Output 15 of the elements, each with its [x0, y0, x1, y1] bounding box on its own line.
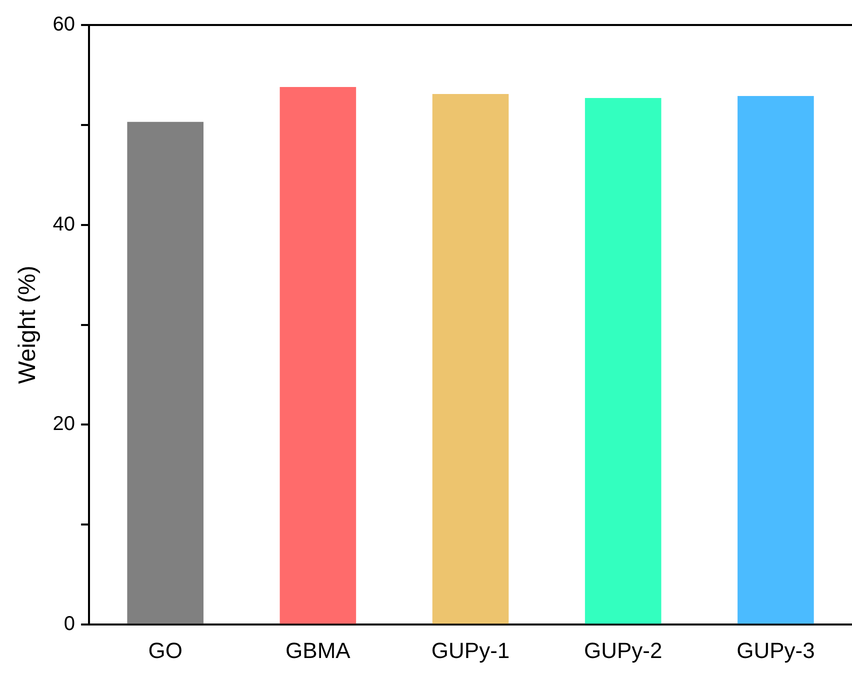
y-tick-label: 60 — [52, 14, 76, 36]
bar — [738, 96, 814, 624]
bar — [280, 86, 356, 624]
y-tick-label: 20 — [52, 413, 76, 436]
x-tick-label: GUPy-3 — [736, 638, 815, 663]
bar — [432, 94, 509, 624]
x-tick-label: GUPy-1 — [431, 638, 510, 663]
bar — [584, 98, 662, 624]
y-axis-title: Weight (%) — [14, 266, 42, 384]
y-tick-label: 40 — [52, 213, 76, 236]
y-tick-label: 0 — [64, 613, 76, 636]
bar — [127, 122, 204, 624]
x-tick-label: GBMA — [286, 638, 351, 663]
x-tick-label: GO — [148, 638, 182, 663]
x-tick-label: GUPy-2 — [584, 638, 662, 663]
